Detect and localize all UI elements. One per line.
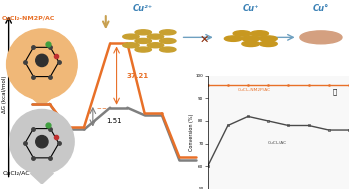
- Circle shape: [123, 34, 139, 39]
- Circle shape: [7, 29, 77, 100]
- Circle shape: [259, 41, 277, 46]
- Text: Cu⁺: Cu⁺: [243, 4, 259, 13]
- Text: ΔG (kcal/mol): ΔG (kcal/mol): [2, 76, 7, 113]
- Circle shape: [259, 36, 277, 41]
- Circle shape: [135, 30, 151, 35]
- Text: 37.21: 37.21: [126, 73, 148, 79]
- Circle shape: [251, 31, 268, 36]
- Circle shape: [135, 38, 151, 43]
- Text: Cu²⁺: Cu²⁺: [133, 4, 153, 13]
- Circle shape: [159, 30, 176, 35]
- Text: CuCl₂/AC: CuCl₂/AC: [2, 170, 30, 175]
- Text: CuCl₂-NM2P/AC: CuCl₂-NM2P/AC: [2, 15, 55, 20]
- Polygon shape: [30, 173, 53, 184]
- Circle shape: [159, 38, 176, 43]
- Circle shape: [224, 36, 242, 41]
- Circle shape: [123, 43, 139, 48]
- Text: CuCl₂-NM2P/AC: CuCl₂-NM2P/AC: [238, 88, 271, 92]
- Circle shape: [147, 43, 164, 48]
- Circle shape: [10, 109, 74, 174]
- Circle shape: [147, 34, 164, 39]
- Circle shape: [135, 47, 151, 52]
- Circle shape: [300, 31, 342, 44]
- Y-axis label: Conversion (%): Conversion (%): [190, 114, 194, 151]
- Circle shape: [242, 36, 260, 41]
- Text: ✕: ✕: [199, 35, 209, 45]
- Circle shape: [159, 47, 176, 52]
- Circle shape: [233, 31, 251, 36]
- Circle shape: [242, 41, 260, 46]
- Text: 1.51: 1.51: [106, 118, 121, 124]
- Circle shape: [36, 54, 48, 67]
- Polygon shape: [30, 97, 53, 106]
- Text: Cu°: Cu°: [313, 4, 329, 13]
- Text: 🚀: 🚀: [333, 89, 337, 95]
- Text: CuCl₂/AC: CuCl₂/AC: [268, 141, 287, 145]
- Circle shape: [36, 136, 48, 148]
